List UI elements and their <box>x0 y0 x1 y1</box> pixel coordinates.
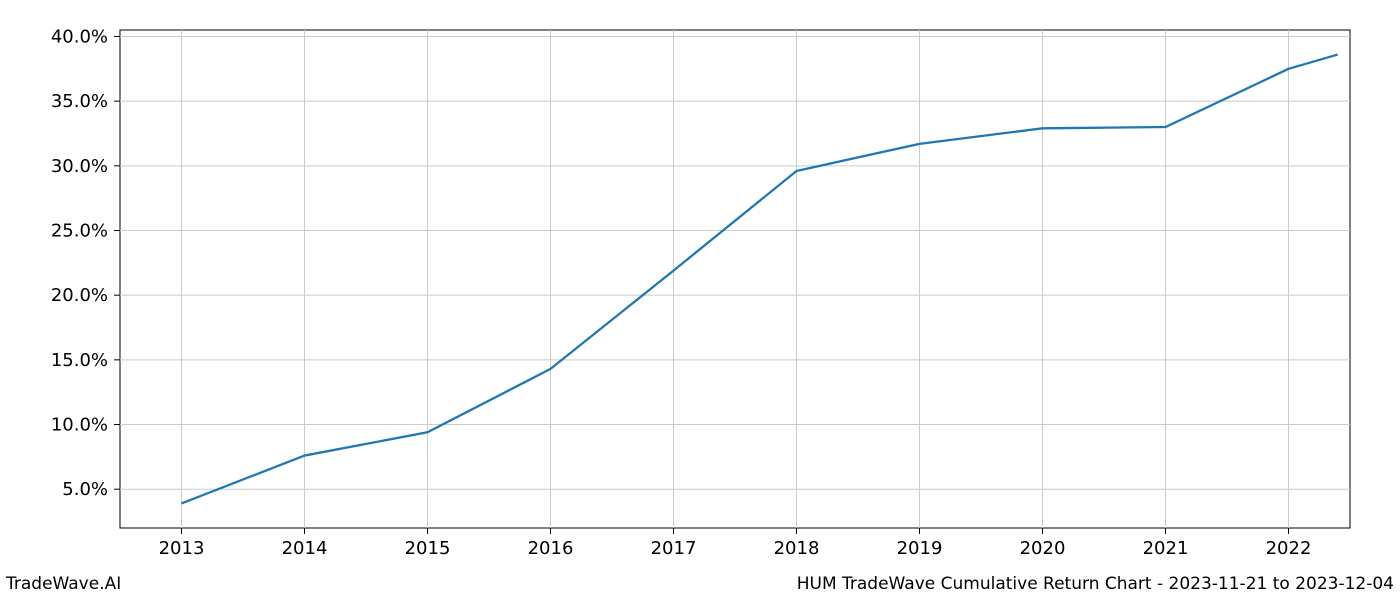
ytick-label: 25.0% <box>51 220 108 241</box>
series-line <box>182 55 1338 504</box>
ytick-label: 5.0% <box>62 479 108 500</box>
xtick-label: 2014 <box>282 538 328 559</box>
xtick-label: 2013 <box>159 538 205 559</box>
xtick-label: 2021 <box>1143 538 1189 559</box>
xtick-label: 2018 <box>774 538 820 559</box>
footer-right-label: HUM TradeWave Cumulative Return Chart - … <box>797 574 1394 594</box>
xtick-label: 2015 <box>405 538 451 559</box>
line-chart: 2013 2014 2015 2016 2017 2018 2019 2020 2021 2022… <box>0 0 1400 600</box>
ytick-label: 20.0% <box>51 285 108 306</box>
xtick-label: 2017 <box>651 538 697 559</box>
ytick-label: 15.0% <box>51 350 108 371</box>
ytick-label: 40.0% <box>51 26 108 47</box>
ytick-label: 35.0% <box>51 91 108 112</box>
xtick-label: 2016 <box>528 538 574 559</box>
xtick-label: 2020 <box>1020 538 1066 559</box>
ytick-label: 10.0% <box>51 415 108 436</box>
xtick-label: 2019 <box>897 538 943 559</box>
chart-stage: 2013 2014 2015 2016 2017 2018 2019 2020 2021 2022… <box>0 0 1400 600</box>
xtick-label: 2022 <box>1266 538 1312 559</box>
footer-left-label: TradeWave.AI <box>6 574 121 594</box>
ytick-label: 30.0% <box>51 156 108 177</box>
